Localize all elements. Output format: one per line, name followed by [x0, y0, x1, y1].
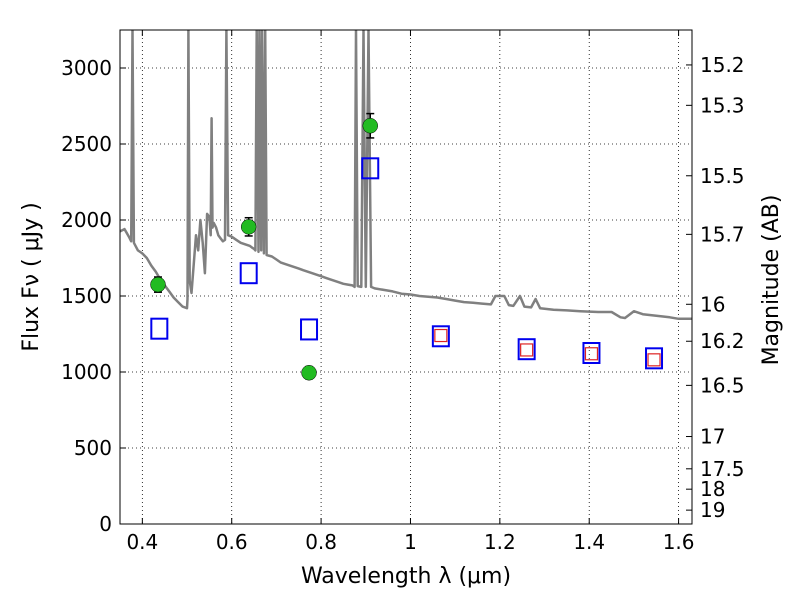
y2-tick-label: 15.2	[700, 53, 745, 77]
model-point-blue	[361, 157, 380, 180]
y-tick-label: 0	[99, 512, 112, 536]
model-point-blue	[431, 325, 450, 348]
model-point-blue	[300, 318, 319, 341]
y-tick-label: 1500	[61, 284, 112, 308]
y2-axis-label: Magnitude (AB)	[759, 195, 784, 366]
observed-point	[362, 118, 378, 134]
spectrum-line	[120, 30, 692, 321]
y2-tick-label: 15.3	[700, 93, 745, 117]
y2-tick-label: 17	[700, 425, 725, 449]
y2-tick-label: 16	[700, 292, 725, 316]
y2-tick-label: 18	[700, 477, 725, 501]
model-point-blue	[150, 317, 169, 340]
photometry-markers	[150, 112, 664, 381]
x-tick-label: 0.4	[126, 530, 158, 554]
observed-point	[240, 219, 257, 235]
x-tick-label: 1.2	[484, 530, 516, 554]
y2-tick-label: 16.2	[700, 329, 745, 353]
plot-frame	[119, 29, 693, 525]
y-tick-label: 2000	[61, 208, 112, 232]
y-tick-label: 2500	[61, 132, 112, 156]
model-point-blue	[645, 347, 664, 370]
model-point-blue	[239, 262, 258, 285]
y2-tick-label: 16.5	[700, 373, 745, 397]
model-point-red	[647, 353, 661, 367]
x-tick-label: 0.6	[216, 530, 248, 554]
model-spectrum	[120, 30, 692, 321]
y2-tick-label: 19	[700, 498, 725, 522]
model-point-red	[520, 343, 534, 357]
model-point-blue	[582, 342, 601, 364]
grid	[120, 30, 692, 524]
y-axis-label: Flux Fν ( μJy )	[19, 202, 44, 351]
x-axis-label: Wavelength λ (μm)	[301, 564, 511, 589]
y-tick-label: 500	[74, 436, 112, 460]
x-tick-label: 1.6	[663, 530, 695, 554]
model-point-blue	[517, 338, 536, 361]
model-point-red	[434, 328, 448, 343]
x-tick-label: 0.8	[305, 530, 337, 554]
y2-tick-label: 17.5	[700, 457, 745, 481]
observed-point	[150, 276, 166, 293]
x-tick-label: 1.4	[573, 530, 605, 554]
ticks: 0.4 0.6 0.8 1 1.2 1.4 1.6 0 500 1000 1500 2000 2500 3…	[61, 30, 745, 554]
x-tick-label: 1	[404, 530, 417, 554]
model-point-red	[584, 347, 599, 361]
observed-point	[301, 365, 317, 381]
y-tick-label: 1000	[61, 360, 112, 384]
y-tick-label: 3000	[61, 56, 112, 80]
y2-tick-label: 15.7	[700, 222, 745, 246]
y2-tick-label: 15.5	[700, 164, 745, 188]
